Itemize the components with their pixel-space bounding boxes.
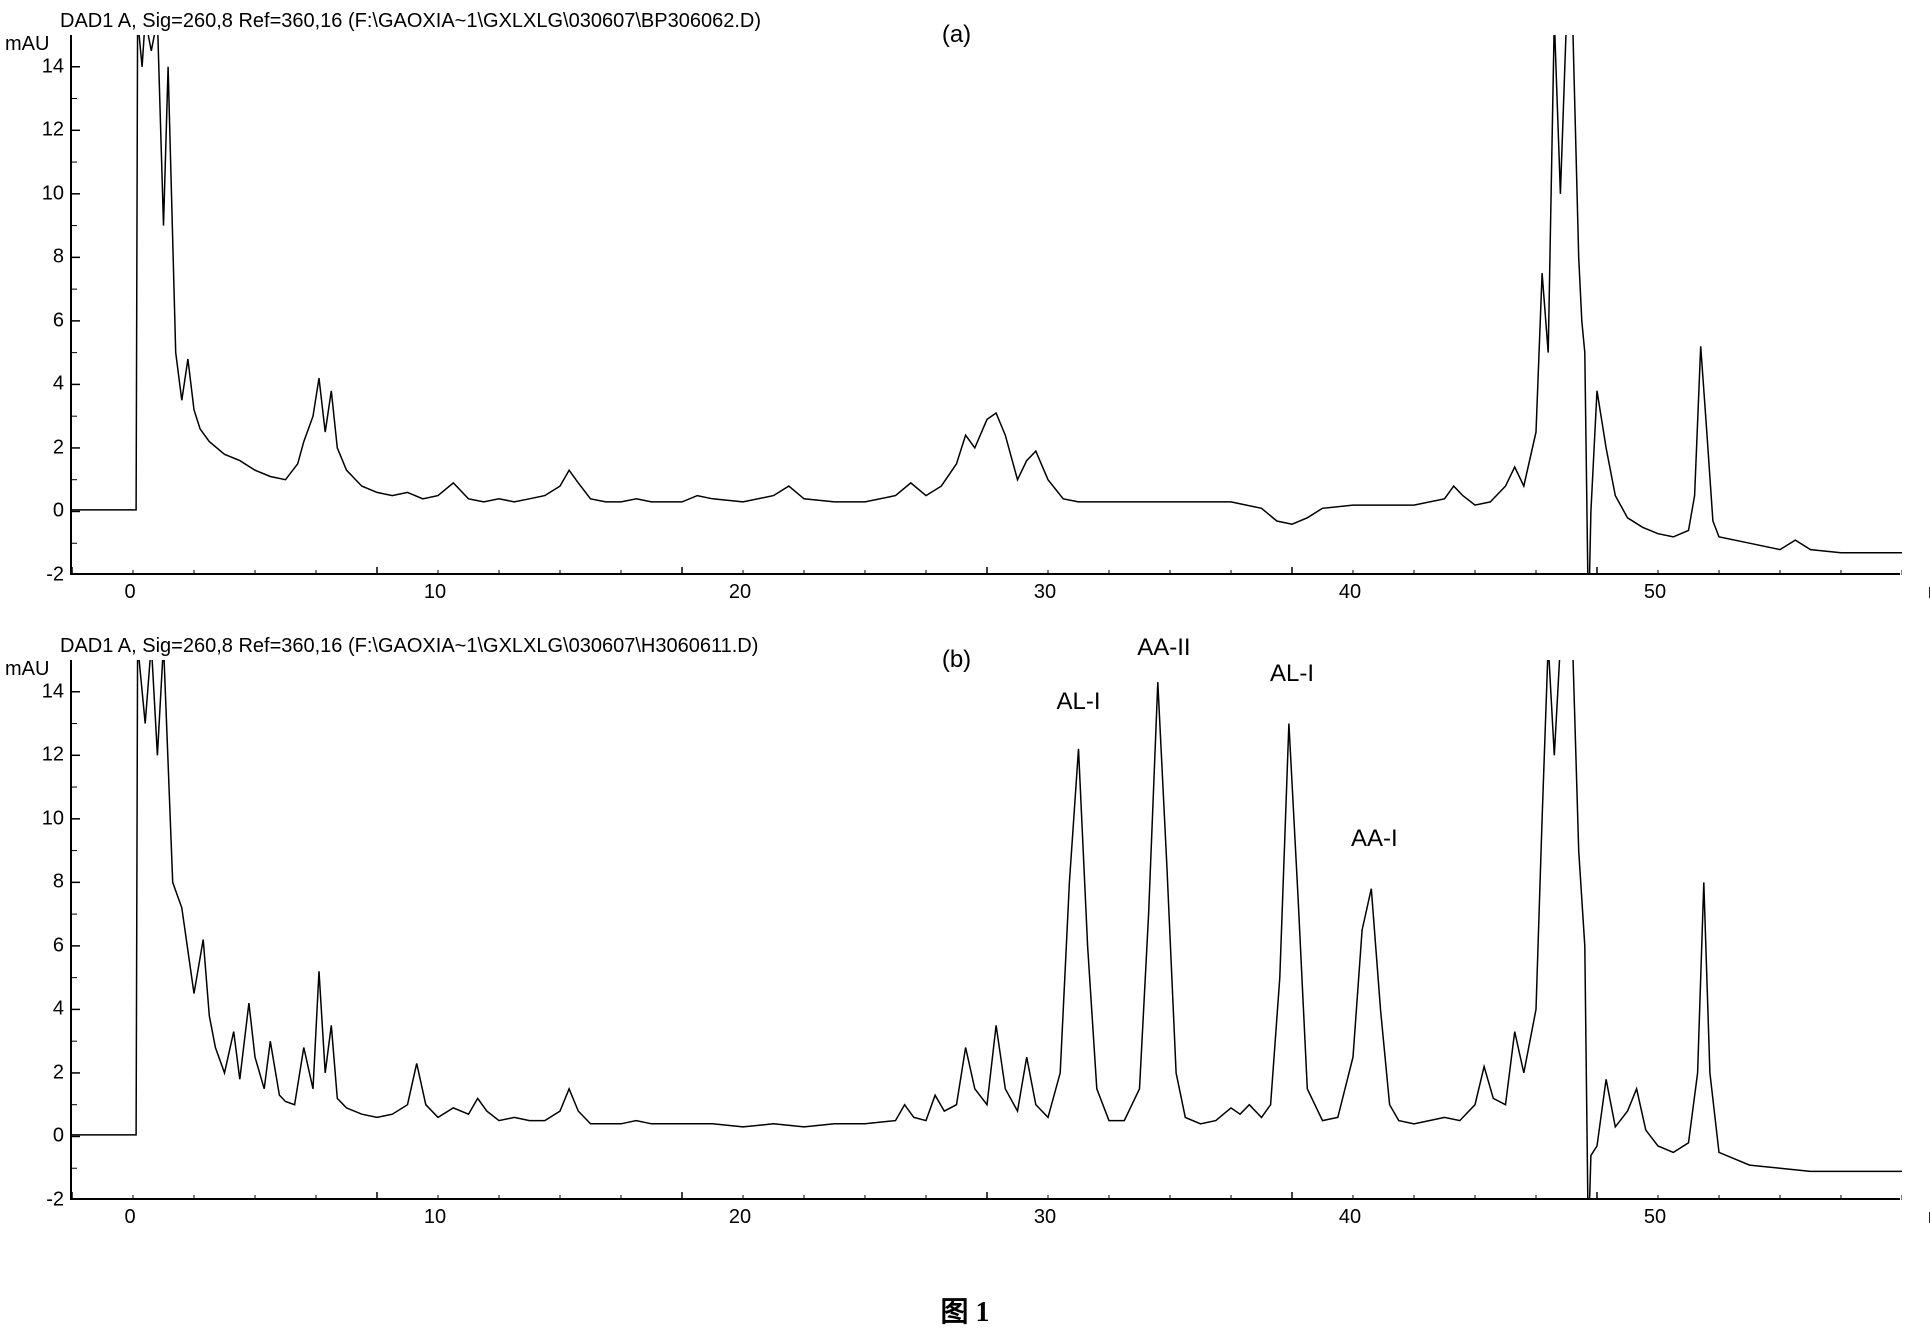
y-tick-label: 2: [53, 436, 64, 459]
panel-label-a: (a): [942, 21, 971, 49]
chart-title-a: DAD1 A, Sig=260,8 Ref=360,16 (F:\GAOXIA~…: [60, 10, 1920, 33]
x-tick-label: 30: [1034, 581, 1056, 604]
x-tick-label: 0: [124, 581, 135, 604]
y-axis-labels-b: mAU -202468101214: [10, 660, 70, 1200]
chart-title-b: DAD1 A, Sig=260,8 Ref=360,16 (F:\GAOXIA~…: [60, 635, 1920, 658]
plot-area-b: (b) AL-IAA-IIAL-IAA-I: [70, 660, 1900, 1200]
x-tick-label: 50: [1644, 581, 1666, 604]
x-tick-label: 30: [1034, 1206, 1056, 1229]
peak-label: AA-II: [1137, 634, 1190, 662]
y-tick-label: 4: [53, 373, 64, 396]
y-tick-label: 14: [42, 55, 64, 78]
plot-area-a: (a): [70, 35, 1900, 575]
y-tick-label: 10: [42, 807, 64, 830]
y-tick-label: 6: [53, 309, 64, 332]
y-tick-label: 12: [42, 744, 64, 767]
y-tick-label: 8: [53, 246, 64, 269]
figure-caption: 图 1: [10, 1290, 1920, 1330]
y-tick-label: 12: [42, 119, 64, 142]
chart-panel-b: DAD1 A, Sig=260,8 Ref=360,16 (F:\GAOXIA~…: [10, 635, 1920, 1230]
x-tick-label: 0: [124, 1206, 135, 1229]
y-axis-labels-a: mAU -202468101214: [10, 35, 70, 575]
y-tick-label: 6: [53, 934, 64, 957]
x-tick-label: 20: [729, 1206, 751, 1229]
x-tick-label: 10: [424, 1206, 446, 1229]
x-tick-label: 50: [1644, 1206, 1666, 1229]
panel-label-b: (b): [942, 646, 971, 674]
y-tick-label: 14: [42, 680, 64, 703]
x-tick-label: 40: [1339, 581, 1361, 604]
y-tick-label: 2: [53, 1061, 64, 1084]
y-tick-label: 8: [53, 871, 64, 894]
figure-container: DAD1 A, Sig=260,8 Ref=360,16 (F:\GAOXIA~…: [10, 10, 1920, 1330]
y-tick-label: -2: [46, 1189, 64, 1212]
y-tick-label: 10: [42, 182, 64, 205]
peak-label: AA-I: [1351, 825, 1398, 853]
y-axis-title-b: mAU: [5, 658, 49, 681]
x-axis-labels-b: min 01020304050: [130, 1200, 1930, 1230]
x-axis-labels-a: min 01020304050: [130, 575, 1930, 605]
y-tick-label: -2: [46, 564, 64, 587]
chromatogram-line-a: [72, 35, 1902, 575]
x-tick-label: 40: [1339, 1206, 1361, 1229]
peak-label: AL-I: [1270, 660, 1314, 688]
y-axis-title-a: mAU: [5, 33, 49, 56]
y-tick-label: 4: [53, 998, 64, 1021]
y-tick-label: 0: [53, 1125, 64, 1148]
chart-panel-a: DAD1 A, Sig=260,8 Ref=360,16 (F:\GAOXIA~…: [10, 10, 1920, 605]
y-tick-label: 0: [53, 500, 64, 523]
x-tick-label: 20: [729, 581, 751, 604]
peak-label: AL-I: [1056, 688, 1100, 716]
x-tick-label: 10: [424, 581, 446, 604]
chromatogram-line-b: [72, 660, 1902, 1200]
